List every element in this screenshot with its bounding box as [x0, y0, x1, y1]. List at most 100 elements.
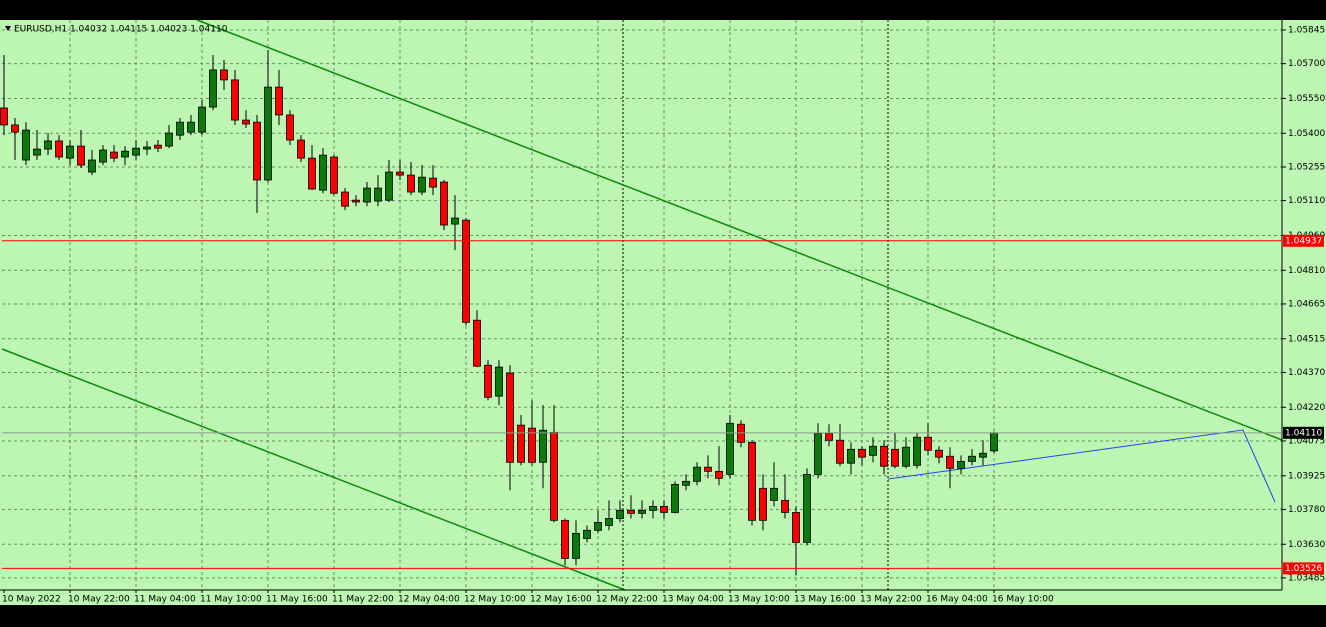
candle-body	[396, 171, 404, 176]
candle-body	[660, 506, 668, 513]
candle-body	[605, 518, 613, 526]
y-tick-label: 1.05110	[1288, 196, 1325, 206]
y-tick-label: 1.04810	[1288, 266, 1325, 276]
candle-body	[792, 512, 800, 543]
candle-body	[946, 455, 954, 469]
candle-body	[924, 436, 932, 451]
x-tick-label: 16 May 10:00	[992, 595, 1054, 605]
candle-body	[627, 509, 635, 514]
candle-body	[528, 427, 536, 463]
candle-body	[22, 129, 30, 161]
y-tick-label: 1.04370	[1288, 368, 1325, 378]
candle-body	[616, 509, 624, 519]
candle-body	[869, 445, 877, 456]
candle-body	[825, 432, 833, 441]
candle-body	[682, 480, 690, 486]
candle-body	[418, 176, 426, 193]
x-tick-label: 12 May 10:00	[464, 595, 526, 605]
y-tick-label: 1.05845	[1288, 25, 1325, 35]
level-label: 1.03526	[1285, 564, 1322, 574]
x-tick-label: 11 May 04:00	[134, 595, 196, 605]
candle-body	[88, 159, 96, 173]
candle-body	[781, 499, 789, 513]
candle-body	[77, 145, 85, 166]
candle-body	[352, 199, 360, 203]
candle-body	[220, 69, 228, 81]
candle-body	[759, 487, 767, 521]
candle-body	[121, 150, 129, 158]
candle-body	[803, 473, 811, 543]
candle-body	[11, 124, 19, 133]
candle-body	[55, 140, 63, 158]
candle-body	[902, 446, 910, 467]
candle-body	[385, 171, 393, 201]
candle-body	[297, 139, 305, 159]
x-tick-label: 13 May 16:00	[794, 595, 856, 605]
x-tick-label: 11 May 16:00	[266, 595, 328, 605]
candle-body	[440, 181, 448, 226]
level-label-box	[1283, 234, 1324, 247]
candle-body	[264, 86, 272, 181]
candle-body	[638, 509, 646, 514]
x-tick-label: 12 May 16:00	[530, 595, 592, 605]
candle-body	[374, 187, 382, 202]
x-tick-label: 13 May 10:00	[728, 595, 790, 605]
candle-body	[286, 114, 294, 141]
trend-line	[196, 19, 1283, 441]
candle-body	[33, 148, 41, 156]
y-tick-label: 1.04220	[1288, 403, 1325, 413]
y-tick-label: 1.05700	[1288, 59, 1325, 69]
candle-body	[132, 147, 140, 156]
candle-body	[330, 156, 338, 194]
candle-body	[704, 466, 712, 472]
candle-body	[308, 157, 316, 190]
x-tick-label: 11 May 22:00	[332, 595, 394, 605]
candle-body	[319, 154, 327, 191]
x-tick-label: 10 May 22:00	[68, 595, 130, 605]
x-tick-label: 10 May 2022	[2, 595, 61, 605]
x-tick-label: 12 May 22:00	[596, 595, 658, 605]
candle-body	[968, 455, 976, 462]
candle-body	[473, 319, 481, 367]
y-tick-label: 1.03630	[1288, 540, 1325, 550]
candle-body	[990, 432, 998, 452]
candle-body	[154, 144, 162, 149]
candle-body	[253, 121, 261, 181]
candle-body	[891, 448, 899, 467]
candle-body	[143, 146, 151, 150]
y-tick-label: 1.04075	[1288, 436, 1325, 446]
y-tick-label: 1.05400	[1288, 129, 1325, 139]
y-tick-label: 1.05550	[1288, 94, 1325, 104]
menu-arrow[interactable]	[5, 26, 11, 31]
candle-body	[913, 436, 921, 466]
x-tick-label: 12 May 04:00	[398, 595, 460, 605]
y-tick-label: 1.04665	[1288, 299, 1325, 309]
candle-body	[693, 466, 701, 482]
candle-body	[341, 191, 349, 207]
candle-body	[429, 177, 437, 188]
candle-body	[484, 364, 492, 398]
candle-body	[110, 151, 118, 159]
candle-body	[99, 149, 107, 163]
y-tick-label: 1.03925	[1288, 471, 1325, 481]
trend-line	[1, 348, 626, 591]
candle-body	[231, 79, 239, 121]
level-label-box	[1283, 562, 1324, 575]
projection-line	[887, 429, 1276, 503]
candle-body	[561, 519, 569, 559]
candle-body	[407, 174, 415, 193]
candle-body	[770, 487, 778, 501]
candle-body	[66, 145, 74, 159]
candle-body	[187, 121, 195, 133]
level-label: 1.04937	[1285, 236, 1322, 246]
candle-body	[957, 460, 965, 469]
candle-body	[814, 432, 822, 475]
candles	[0, 49, 998, 576]
candle-body	[715, 470, 723, 479]
candle-body	[726, 422, 734, 475]
candle-body	[363, 187, 371, 203]
candle-body	[550, 431, 558, 521]
candle-body	[242, 119, 250, 125]
